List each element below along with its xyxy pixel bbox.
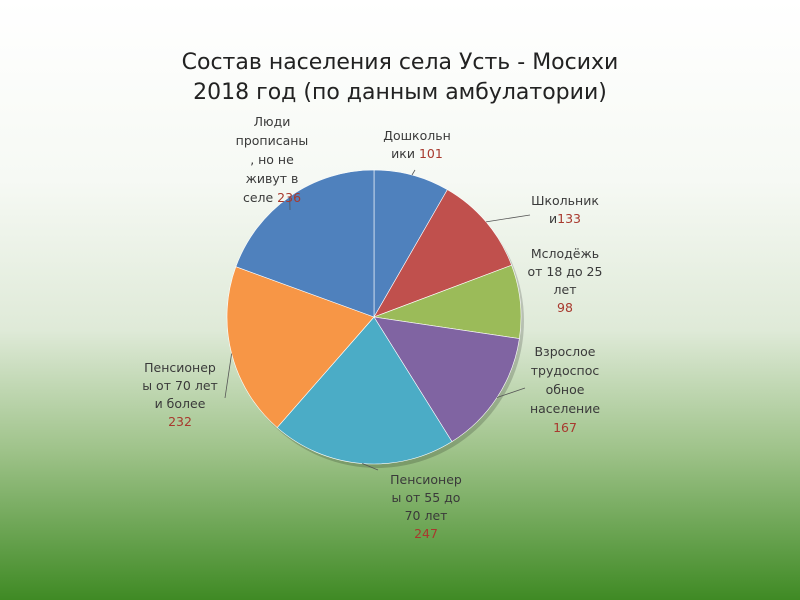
slice-value: 247 bbox=[414, 526, 438, 541]
leader-line bbox=[496, 387, 526, 398]
slice-value: 101 bbox=[415, 146, 443, 161]
pie-slice bbox=[373, 316, 520, 443]
data-label: Пенсионер ы от 70 лет и более 232 bbox=[142, 360, 218, 429]
chart-title: Состав населения села Усть - Мосихи bbox=[181, 50, 619, 75]
pie-slice bbox=[276, 316, 453, 465]
leader-line bbox=[411, 169, 416, 176]
leader-line bbox=[224, 353, 233, 399]
slice-value: 133 bbox=[557, 211, 581, 226]
leader-line bbox=[486, 214, 531, 223]
data-label: Мслодёжь от 18 до 25 лет 98 bbox=[528, 246, 603, 315]
data-label: Люди прописаны, но не живут в селе 236 bbox=[236, 114, 309, 205]
slice-value: 232 bbox=[168, 414, 192, 429]
chart-subtitle: 2018 год (по данным амбулатории) bbox=[193, 80, 607, 105]
slice-value: 98 bbox=[557, 300, 573, 315]
leader-line bbox=[362, 463, 379, 471]
data-label: Дошкольн ики 101 bbox=[383, 128, 451, 161]
slice-value: 167 bbox=[553, 420, 577, 435]
data-label: Взрослое трудоспос обное население 167 bbox=[530, 344, 600, 435]
pie-slice bbox=[235, 169, 375, 318]
pie-slice bbox=[373, 189, 512, 318]
data-label: Пенсионер ы от 55 до 70 лет 247 bbox=[390, 472, 462, 541]
data-label: Школьник и133 bbox=[531, 193, 599, 226]
chart-title-block: Состав населения села Усть - Мосихи 2018… bbox=[0, 48, 800, 108]
slice-value: 236 bbox=[273, 190, 301, 205]
